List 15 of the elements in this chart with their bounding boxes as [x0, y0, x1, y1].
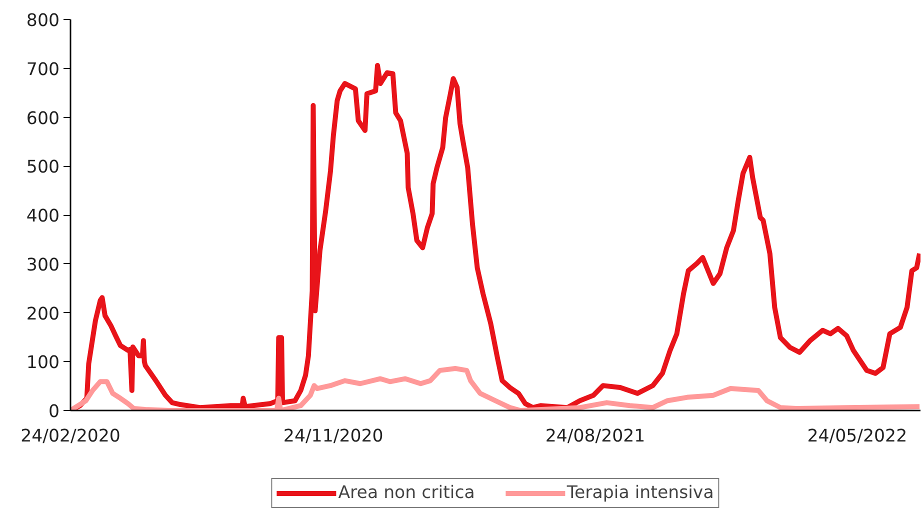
y-tick-label: 500	[26, 158, 60, 178]
y-tick-label: 800	[26, 11, 60, 31]
y-tick-label: 700	[26, 60, 60, 80]
y-tick-label: 300	[26, 255, 60, 276]
x-tick-label: 24/11/2020	[283, 426, 384, 446]
legend-label: Terapia intensiva	[566, 483, 714, 503]
y-tick-label: 400	[26, 206, 60, 226]
y-tick-label: 200	[26, 304, 60, 324]
x-tick-label: 24/05/2022	[807, 426, 908, 446]
x-tick-label: 24/08/2021	[545, 426, 646, 446]
y-tick-label: 0	[48, 402, 60, 422]
y-tick-label: 600	[26, 108, 60, 129]
y-tick-label: 100	[26, 353, 60, 374]
x-tick-label: 24/02/2020	[20, 426, 120, 446]
legend-label: Area non critica	[338, 483, 475, 503]
